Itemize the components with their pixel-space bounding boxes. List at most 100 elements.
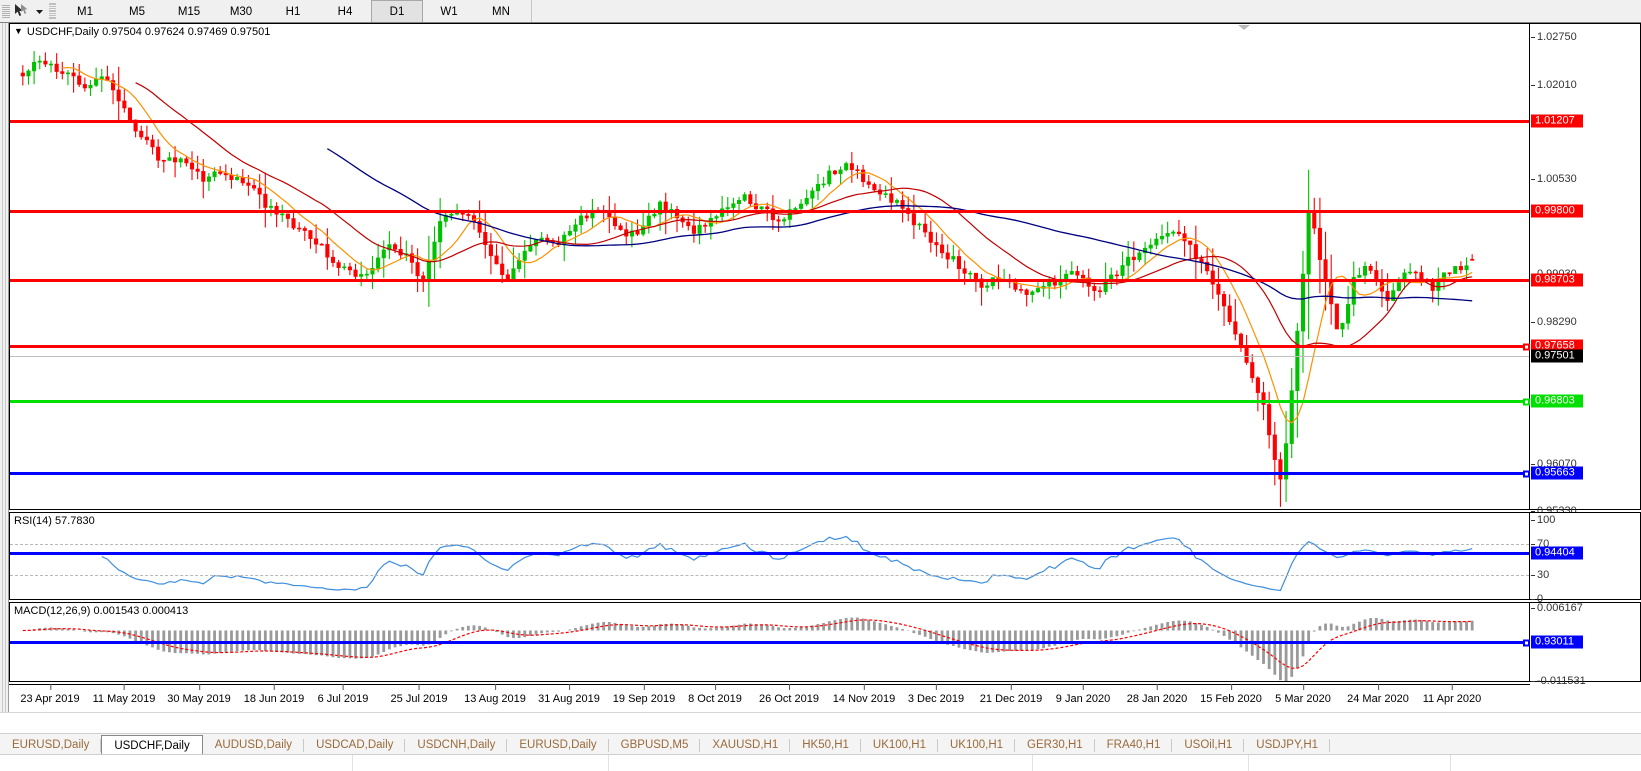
chart-panes: ▼ USDCHF,Daily 0.97504 0.97624 0.97469 0.… — [9, 23, 1641, 754]
crosshair-cursor-icon[interactable] — [10, 1, 32, 21]
level-line-0.95663[interactable] — [10, 470, 1530, 477]
rsi-pane-header: RSI(14) 57.7830 — [14, 515, 95, 527]
rsi-axis-tick: 100 — [1530, 514, 1556, 526]
price-axis[interactable]: 1.027501.020101.005300.990300.982900.960… — [1529, 24, 1640, 754]
price-label-0.96803[interactable]: 0.96803 — [1531, 394, 1583, 408]
level-line-0.96803[interactable] — [10, 398, 1530, 405]
tab-grid-divider — [1248, 755, 1249, 771]
level-anchor-handle[interactable] — [1523, 398, 1530, 405]
time-axis-label: 13 Aug 2019 — [464, 684, 526, 705]
tab-separator — [303, 739, 305, 752]
time-axis-label: 8 Oct 2019 — [688, 684, 742, 705]
chart-tab-eurusd-daily[interactable]: EURUSD,Daily — [507, 735, 609, 756]
price-label-0.97658[interactable]: 0.97658 — [1531, 339, 1583, 353]
chart-tab-usdchf-daily[interactable]: USDCHF,Daily — [101, 735, 203, 757]
price-label-0.99800[interactable]: 0.99800 — [1531, 204, 1583, 218]
time-axis-label: 11 Apr 2020 — [1422, 684, 1482, 705]
pane-collapse-arrow[interactable] — [1238, 25, 1250, 30]
chart-toolbar: M1 M5 M15 M30 H1 H4 D1 W1 MN — [0, 0, 1641, 24]
price-label-0.98703[interactable]: 0.98703 — [1531, 273, 1583, 287]
tab-separator — [859, 739, 861, 752]
time-axis-label: 11 May 2019 — [92, 684, 156, 705]
price-label-0.93011[interactable]: 0.93011 — [1531, 635, 1583, 649]
rsi-pane[interactable]: RSI(14) 57.7830 100 70 30 0 — [9, 512, 1641, 605]
chart-tab-fra40-h1[interactable]: FRA40,H1 — [1095, 735, 1173, 756]
rsi-plot[interactable] — [10, 513, 1529, 599]
rsi-axis-tick: 30 — [1530, 569, 1550, 581]
timeframe-m30[interactable]: M30 — [229, 6, 253, 18]
price-label-0.95663[interactable]: 0.95663 — [1531, 466, 1583, 480]
chart-tab-xauusd-h1[interactable]: XAUUSD,H1 — [700, 735, 791, 756]
tab-grid-divider — [608, 755, 609, 771]
time-axis[interactable]: 23 Apr 2019 11 May 2019 30 May 2019 18 Jun … — [9, 684, 1641, 713]
chart-tab-gbpusd-m5[interactable]: GBPUSD,M5 — [609, 735, 701, 756]
chevron-down-icon[interactable] — [32, 1, 46, 21]
tab-grid-divider — [1032, 755, 1033, 771]
triangle-down-icon[interactable]: ▼ — [14, 26, 23, 36]
chart-area: ▼ USDCHF,Daily 0.97504 0.97624 0.97469 0.… — [0, 22, 1641, 754]
time-axis-label: 14 Nov 2019 — [832, 684, 896, 705]
tab-bar-grid — [0, 755, 1641, 771]
price-axis-tick: 1.00530 — [1531, 173, 1577, 185]
bid-price-line — [10, 356, 1529, 357]
level-line-0.99800[interactable] — [10, 210, 1529, 213]
level-line-0.98703[interactable] — [10, 279, 1529, 282]
level-line-0.93011[interactable] — [10, 639, 1530, 646]
time-axis-label: 24 Mar 2020 — [1347, 684, 1409, 705]
tab-grid-divider — [1450, 755, 1451, 771]
chart-tab-usdcnh-daily[interactable]: USDCNH,Daily — [405, 735, 508, 756]
tab-separator — [1093, 739, 1095, 752]
price-label-0.97501[interactable]: 0.97501 — [1531, 349, 1583, 363]
time-axis-label: 30 May 2019 — [167, 684, 231, 705]
timeframe-m5[interactable]: M5 — [129, 6, 145, 18]
price-label-1.01207[interactable]: 1.01207 — [1531, 114, 1583, 128]
timeframe-mn[interactable]: MN — [492, 6, 510, 18]
chart-tab-usoil-h1[interactable]: USOil,H1 — [1172, 735, 1245, 756]
time-axis-label: 31 Aug 2019 — [538, 684, 600, 705]
time-axis-label: 15 Feb 2020 — [1200, 684, 1262, 705]
chart-tabs: EURUSD,Daily USDCHF,Daily AUDUSD,Daily USDC… — [0, 733, 1641, 757]
timeframe-w1[interactable]: W1 — [440, 6, 458, 18]
chart-tab-hk50-h1[interactable]: HK50,H1 — [790, 735, 861, 756]
chart-tab-usdjpy-h1[interactable]: USDJPY,H1 — [1244, 735, 1331, 756]
level-line-0.97658[interactable] — [10, 343, 1530, 350]
timeframe-h1[interactable]: H1 — [285, 6, 301, 18]
left-gutter[interactable] — [0, 23, 9, 713]
price-pane-header: ▼ USDCHF,Daily 0.97504 0.97624 0.97469 0.… — [14, 26, 270, 38]
level-anchor-handle[interactable] — [1523, 343, 1530, 350]
timeframe-buttons: M1 M5 M15 M30 H1 H4 D1 W1 MN — [59, 0, 527, 24]
time-axis-line — [9, 684, 1530, 685]
time-axis-label: 18 Jun 2019 — [243, 684, 305, 705]
tab-separator — [936, 739, 938, 752]
price-pane[interactable]: ▼ USDCHF,Daily 0.97504 0.97624 0.97469 0.… — [9, 23, 1641, 754]
tab-separator — [506, 739, 508, 752]
level-line-1.01207[interactable] — [10, 120, 1529, 123]
price-pane-header-text: USDCHF,Daily 0.97504 0.97624 0.97469 0.9… — [26, 26, 271, 38]
tab-separator — [699, 739, 701, 752]
chart-tab-audusd-daily[interactable]: AUDUSD,Daily — [203, 735, 305, 756]
price-label-0.94404[interactable]: 0.94404 — [1531, 546, 1583, 560]
level-anchor-handle[interactable] — [1523, 470, 1530, 477]
timeframe-m1[interactable]: M1 — [77, 6, 93, 18]
timeframe-h4[interactable]: H4 — [337, 6, 353, 18]
price-axis-tick: 1.02010 — [1531, 79, 1577, 91]
price-plot[interactable] — [10, 24, 1529, 509]
time-axis-label: 21 Dec 2019 — [979, 684, 1043, 705]
toolbar-drag-handle[interactable] — [2, 1, 10, 21]
candlestick-series — [20, 51, 1475, 507]
timeframe-d1[interactable]: D1 — [371, 0, 423, 24]
rsi-guide-30 — [10, 575, 1529, 576]
chart-tab-ger30-h1[interactable]: GER30,H1 — [1015, 735, 1095, 756]
tab-underline — [0, 754, 1641, 755]
level-line-0.94404[interactable] — [10, 552, 1529, 555]
level-anchor-handle[interactable] — [1523, 639, 1530, 646]
rsi-series — [101, 535, 1473, 592]
tab-separator — [1329, 739, 1331, 752]
tab-separator — [1171, 739, 1173, 752]
chart-tab-eurusd-daily[interactable]: EURUSD,Daily — [0, 735, 102, 756]
chart-tab-usdcad-daily[interactable]: USDCAD,Daily — [304, 735, 406, 756]
timeframe-m15[interactable]: M15 — [177, 6, 201, 18]
chart-tab-uk100-h1[interactable]: UK100,H1 — [861, 735, 938, 756]
chart-tab-uk100-h1[interactable]: UK100,H1 — [938, 735, 1016, 756]
